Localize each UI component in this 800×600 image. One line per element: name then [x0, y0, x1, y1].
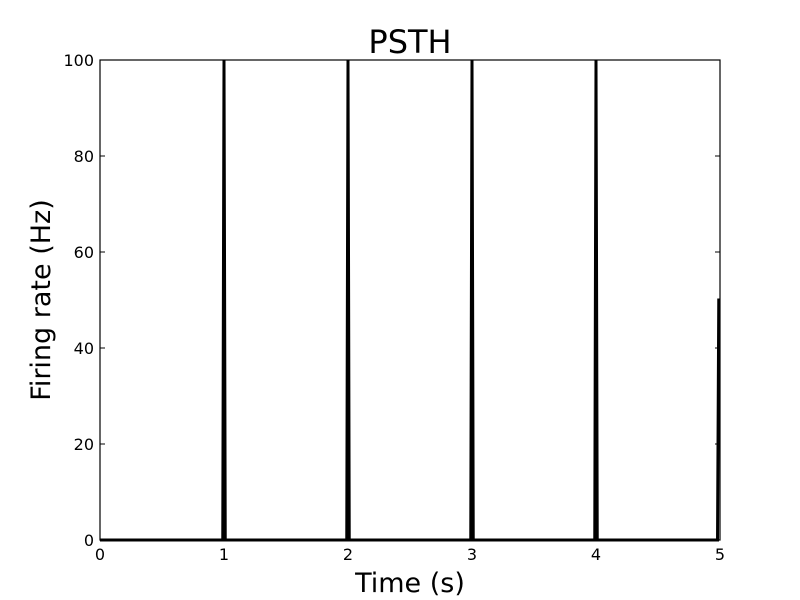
plot-area	[100, 60, 720, 540]
plot-frame	[99, 59, 721, 541]
x-tick-label: 0	[95, 545, 105, 564]
y-tick-label: 60	[74, 243, 94, 262]
y-tick-label: 0	[84, 531, 94, 550]
x-axis: 0 1 2 3 4 5	[95, 60, 725, 564]
y-tick-label: 80	[74, 147, 94, 166]
y-tick-label: 100	[63, 51, 94, 70]
y-axis: 0 20 40 60 80 100	[63, 51, 720, 550]
x-tick-label: 1	[219, 545, 229, 564]
x-tick-label: 4	[591, 545, 601, 564]
chart-title: PSTH	[368, 23, 451, 61]
y-axis-label: Firing rate (Hz)	[26, 199, 57, 400]
y-tick-label: 20	[74, 435, 94, 454]
x-axis-label: Time (s)	[354, 568, 465, 599]
x-tick-label: 2	[343, 545, 353, 564]
x-tick-label: 3	[467, 545, 477, 564]
x-tick-label: 5	[715, 545, 725, 564]
y-tick-label: 40	[74, 339, 94, 358]
